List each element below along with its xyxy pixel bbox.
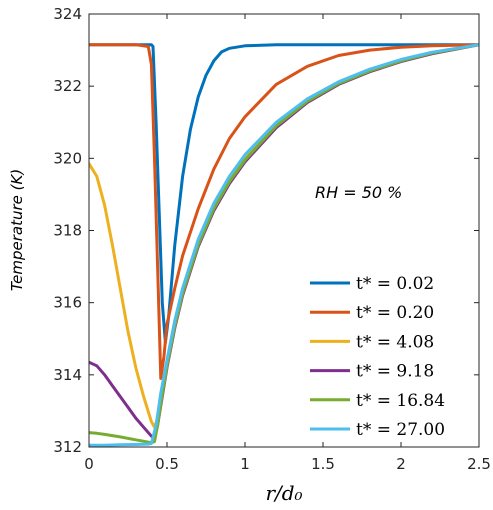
- y-tick-label: 316: [53, 294, 82, 312]
- x-tick-label: 2: [396, 455, 406, 473]
- x-tick-label: 0.5: [155, 455, 179, 473]
- legend-label-2: t* = 0.20: [356, 303, 434, 323]
- legend-label-6: t* = 27.00: [356, 420, 445, 440]
- series-line-1: [89, 43, 479, 344]
- series-line-6: [89, 43, 479, 447]
- y-tick-label: 320: [53, 149, 82, 167]
- y-tick-label: 322: [53, 77, 82, 95]
- legend: t* = 0.02 t* = 0.20 t* = 4.08 t* = 9.18 t* =…: [310, 274, 445, 440]
- legend-label-4: t* = 9.18: [356, 362, 434, 382]
- y-tick-label: 324: [53, 5, 82, 23]
- legend-label-1: t* = 0.02: [356, 274, 434, 294]
- x-tick-label: 1.5: [311, 455, 335, 473]
- annotation-rh: RH = 50 %: [315, 183, 402, 202]
- x-tick-label: 1: [240, 455, 250, 473]
- x-tick-label: 0: [84, 455, 94, 473]
- y-tick-label: 312: [53, 438, 82, 456]
- legend-label-3: t* = 4.08: [356, 332, 434, 352]
- series-line-2: [89, 43, 479, 380]
- x-tick-label: 2.5: [467, 455, 491, 473]
- x-axis-label: r/d₀: [265, 481, 302, 505]
- legend-label-5: t* = 16.84: [356, 391, 445, 411]
- y-tick-label: 314: [53, 366, 82, 384]
- y-tick-label: 318: [53, 222, 82, 240]
- y-axis-label: Temperature (K): [8, 169, 26, 291]
